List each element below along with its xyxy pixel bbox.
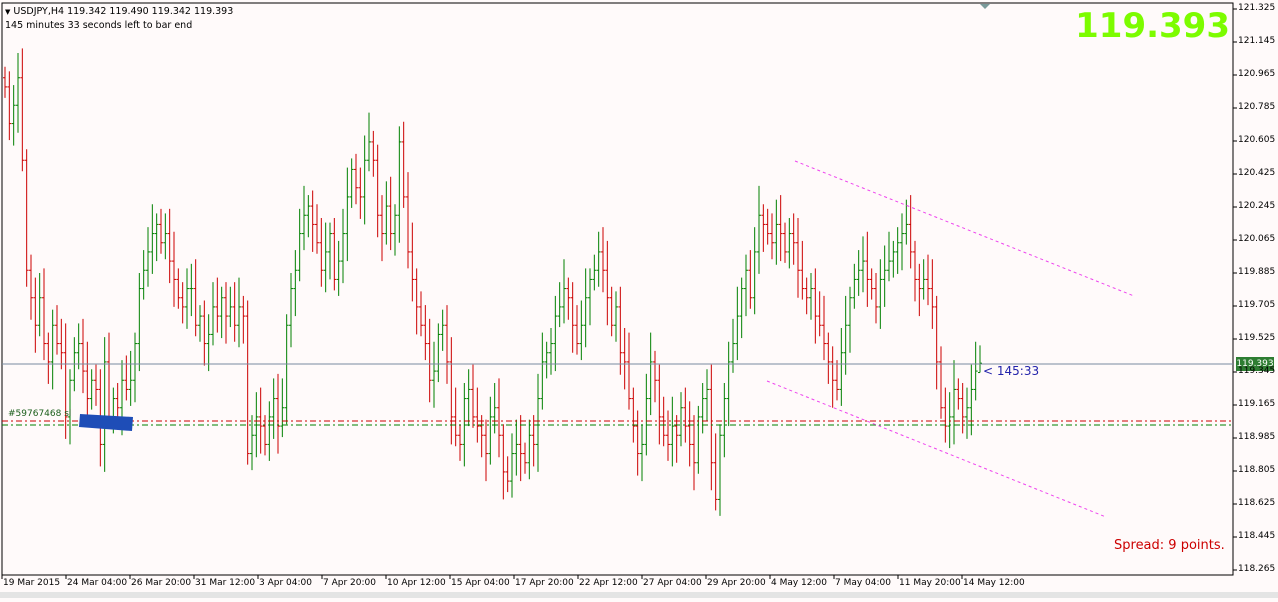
- price-tick-label: 118.805: [1238, 465, 1276, 475]
- date-tick-label: 7 May 04:00: [835, 578, 891, 588]
- date-tick-label: 3 Apr 04:00: [259, 578, 312, 588]
- order-marker-box: [79, 414, 133, 431]
- price-tick-label: 119.165: [1238, 399, 1276, 409]
- plot-frame: [1, 2, 1234, 576]
- price-tick-label: 121.325: [1238, 3, 1276, 13]
- price-tick-label: 121.145: [1238, 36, 1276, 46]
- chart-shift-marker-icon: [980, 4, 990, 9]
- price-tick-label: 118.985: [1238, 432, 1276, 442]
- symbol-ohlc-text: USDJPY,H4 119.342 119.490 119.342 119.39…: [13, 6, 234, 17]
- date-tick-label: 7 Apr 20:00: [323, 578, 376, 588]
- date-tick-label: 31 Mar 12:00: [195, 578, 256, 588]
- price-tick-label: 120.965: [1238, 69, 1276, 79]
- order-sl-label: #59767468 sl: [8, 409, 72, 419]
- price-tick-label: 119.705: [1238, 300, 1276, 310]
- spread-text: Spread: 9 points.: [1114, 538, 1225, 553]
- date-tick-label: 26 Mar 20:00: [131, 578, 192, 588]
- price-tick-label: 118.445: [1238, 531, 1276, 541]
- price-tick-label: 120.605: [1238, 135, 1276, 145]
- date-tick-label: 24 Mar 04:00: [67, 578, 128, 588]
- date-tick-label: 15 Apr 04:00: [451, 578, 510, 588]
- date-tick-label: 17 Apr 20:00: [515, 578, 574, 588]
- date-tick-label: 11 May 20:00: [899, 578, 961, 588]
- price-tick-label: 119.525: [1238, 333, 1276, 343]
- date-tick-label: 10 Apr 12:00: [387, 578, 446, 588]
- symbol-header: ▼ USDJPY,H4 119.342 119.490 119.342 119.…: [5, 6, 233, 17]
- price-tick-label: 120.785: [1238, 102, 1276, 112]
- bar-countdown-text: 145 minutes 33 seconds left to bar end: [5, 20, 193, 31]
- price-tick-label: 118.625: [1238, 498, 1276, 508]
- bar-timer-text: < 145:33: [983, 364, 1040, 378]
- big-price-display: 119.393: [1075, 6, 1230, 46]
- chart-tab-bar[interactable]: [0, 592, 1278, 598]
- price-tick-label: 119.345: [1238, 366, 1276, 376]
- price-tick-label: 120.065: [1238, 234, 1276, 244]
- date-tick-label: 27 Apr 04:00: [643, 578, 702, 588]
- date-tick-label: 22 Apr 12:00: [579, 578, 638, 588]
- date-tick-label: 29 Apr 20:00: [707, 578, 766, 588]
- price-tick-label: 118.265: [1238, 564, 1276, 574]
- channel-upper-line: [794, 160, 1135, 297]
- price-tick-label: 120.245: [1238, 201, 1276, 211]
- current-price-label: 119.393: [1236, 357, 1274, 371]
- date-tick-label: 14 May 12:00: [963, 578, 1025, 588]
- dropdown-arrow-icon[interactable]: ▼: [5, 8, 11, 16]
- date-tick-label: 19 Mar 2015: [3, 578, 61, 588]
- channel-lower-line: [766, 380, 1107, 518]
- price-tick-label: 120.425: [1238, 168, 1276, 178]
- price-tick-label: 119.885: [1238, 267, 1276, 277]
- date-tick-label: 4 May 12:00: [771, 578, 827, 588]
